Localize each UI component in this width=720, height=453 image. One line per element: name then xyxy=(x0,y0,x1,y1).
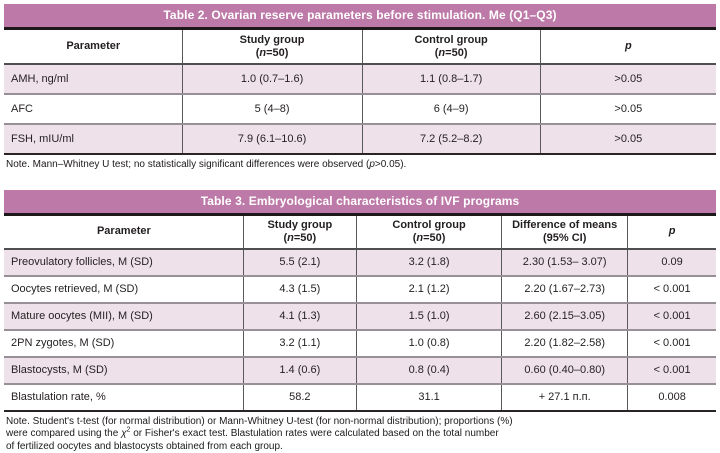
cell-study: 1.4 (0.6) xyxy=(243,357,356,384)
col-header-p: p xyxy=(540,30,716,64)
cell-difference: + 27.1 п.п. xyxy=(502,384,628,411)
table3-grid: Parameter Study group (n=50) Control gro… xyxy=(4,216,716,412)
cell-control: 3.2 (1.8) xyxy=(356,249,501,276)
col-header-parameter: Parameter xyxy=(4,30,182,64)
n-value: =50) xyxy=(266,47,288,59)
study-group-n: (n=50) xyxy=(256,47,289,59)
cell-parameter: Mature oocytes (MII), M (SD) xyxy=(4,303,243,330)
cell-study: 4.1 (1.3) xyxy=(243,303,356,330)
cell-parameter: 2PN zygotes, M (SD) xyxy=(4,330,243,357)
cell-control: 31.1 xyxy=(356,384,501,411)
table2-title: Table 2. Ovarian reserve parameters befo… xyxy=(163,8,556,22)
n-value: =50) xyxy=(445,47,467,59)
note-text: Note. Mann–Whitney U test; no statistica… xyxy=(6,159,369,170)
cell-study: 4.3 (1.5) xyxy=(243,276,356,303)
cell-study: 1.0 (0.7–1.6) xyxy=(182,64,362,94)
cell-p: < 0.001 xyxy=(628,357,716,384)
control-group-line1: Control group xyxy=(414,34,487,46)
table-row: Oocytes retrieved, M (SD) 4.3 (1.5) 2.1 … xyxy=(4,276,716,303)
note-text-end: >0.05). xyxy=(375,159,406,170)
cell-control: 1.1 (0.8–1.7) xyxy=(362,64,540,94)
cell-parameter: Blastocysts, M (SD) xyxy=(4,357,243,384)
cell-difference: 2.20 (1.67–2.73) xyxy=(502,276,628,303)
cell-parameter: FSH, mIU/ml xyxy=(4,124,182,154)
cell-p: < 0.001 xyxy=(628,330,716,357)
note-line2-post: or Fisher's exact test. Blastulation rat… xyxy=(130,428,498,439)
table2-title-bar: Table 2. Ovarian reserve parameters befo… xyxy=(4,4,716,30)
cell-parameter: Oocytes retrieved, M (SD) xyxy=(4,276,243,303)
spacer xyxy=(4,172,716,190)
table3-block: Table 3. Embryological characteristics o… xyxy=(4,190,716,453)
cell-study: 3.2 (1.1) xyxy=(243,330,356,357)
table-row: Mature oocytes (MII), M (SD) 4.1 (1.3) 1… xyxy=(4,303,716,330)
study-group-line1: Study group xyxy=(240,34,305,46)
col-header-study-group: Study group (n=50) xyxy=(243,216,356,249)
note-line1: Note. Student's t-test (for normal distr… xyxy=(6,416,716,429)
cell-study: 5 (4–8) xyxy=(182,94,362,124)
control-group-line1: Control group xyxy=(392,219,465,231)
table-row: Preovulatory follicles, M (SD) 5.5 (2.1)… xyxy=(4,249,716,276)
table2-note: Note. Mann–Whitney U test; no statistica… xyxy=(6,159,716,172)
cell-difference: 2.20 (1.82–2.58) xyxy=(502,330,628,357)
cell-difference: 0.60 (0.40–0.80) xyxy=(502,357,628,384)
col-header-parameter: Parameter xyxy=(4,216,243,249)
table-row: Blastocysts, M (SD) 1.4 (0.6) 0.8 (0.4) … xyxy=(4,357,716,384)
cell-control: 7.2 (5.2–8.2) xyxy=(362,124,540,154)
n-value: =50) xyxy=(423,232,445,244)
col-header-control-group: Control group (n=50) xyxy=(356,216,501,249)
cell-difference: 2.30 (1.53– 3.07) xyxy=(502,249,628,276)
cell-p: < 0.001 xyxy=(628,276,716,303)
cell-control: 0.8 (0.4) xyxy=(356,357,501,384)
note-line3: of fertilized oocytes and blastocysts ob… xyxy=(6,441,716,453)
cell-control: 6 (4–9) xyxy=(362,94,540,124)
table2-block: Table 2. Ovarian reserve parameters befo… xyxy=(4,4,716,172)
cell-parameter: Blastulation rate, % xyxy=(4,384,243,411)
note-line2: were compared using the χ2 or Fisher's e… xyxy=(6,428,716,441)
table3-note: Note. Student's t-test (for normal distr… xyxy=(6,416,716,453)
n-italic: n xyxy=(287,232,294,244)
study-group-n: (n=50) xyxy=(283,232,316,244)
table-row: Blastulation rate, % 58.2 31.1 + 27.1 п.… xyxy=(4,384,716,411)
table2-grid: Parameter Study group (n=50) Control gro… xyxy=(4,30,716,155)
cell-p: 0.09 xyxy=(628,249,716,276)
cell-parameter: Preovulatory follicles, M (SD) xyxy=(4,249,243,276)
control-group-n: (n=50) xyxy=(413,232,446,244)
control-group-n: (n=50) xyxy=(435,47,468,59)
cell-p: < 0.001 xyxy=(628,303,716,330)
cell-p: >0.05 xyxy=(540,124,716,154)
table3-title-bar: Table 3. Embryological characteristics o… xyxy=(4,190,716,216)
difference-line1: Difference of means xyxy=(512,219,617,231)
n-value: =50) xyxy=(294,232,316,244)
cell-p: >0.05 xyxy=(540,64,716,94)
cell-parameter: AFC xyxy=(4,94,182,124)
col-header-study-group: Study group (n=50) xyxy=(182,30,362,64)
table3-header-row: Parameter Study group (n=50) Control gro… xyxy=(4,216,716,249)
table-row: 2PN zygotes, M (SD) 3.2 (1.1) 1.0 (0.8) … xyxy=(4,330,716,357)
table-row: FSH, mIU/ml 7.9 (6.1–10.6) 7.2 (5.2–8.2)… xyxy=(4,124,716,154)
cell-control: 1.5 (1.0) xyxy=(356,303,501,330)
col-header-p: p xyxy=(628,216,716,249)
col-header-control-group: Control group (n=50) xyxy=(362,30,540,64)
col-header-difference: Difference of means (95% CI) xyxy=(502,216,628,249)
cell-study: 5.5 (2.1) xyxy=(243,249,356,276)
note-line2-pre: were compared using the xyxy=(6,428,121,439)
difference-line2: (95% CI) xyxy=(543,232,586,244)
cell-difference: 2.60 (2.15–3.05) xyxy=(502,303,628,330)
study-group-line1: Study group xyxy=(267,219,332,231)
table-row: AFC 5 (4–8) 6 (4–9) >0.05 xyxy=(4,94,716,124)
cell-p: 0.008 xyxy=(628,384,716,411)
cell-p: >0.05 xyxy=(540,94,716,124)
cell-study: 7.9 (6.1–10.6) xyxy=(182,124,362,154)
cell-control: 1.0 (0.8) xyxy=(356,330,501,357)
table-row: AMH, ng/ml 1.0 (0.7–1.6) 1.1 (0.8–1.7) >… xyxy=(4,64,716,94)
cell-control: 2.1 (1.2) xyxy=(356,276,501,303)
cell-parameter: AMH, ng/ml xyxy=(4,64,182,94)
cell-study: 58.2 xyxy=(243,384,356,411)
table2-header-row: Parameter Study group (n=50) Control gro… xyxy=(4,30,716,64)
table3-title: Table 3. Embryological characteristics o… xyxy=(201,194,520,208)
